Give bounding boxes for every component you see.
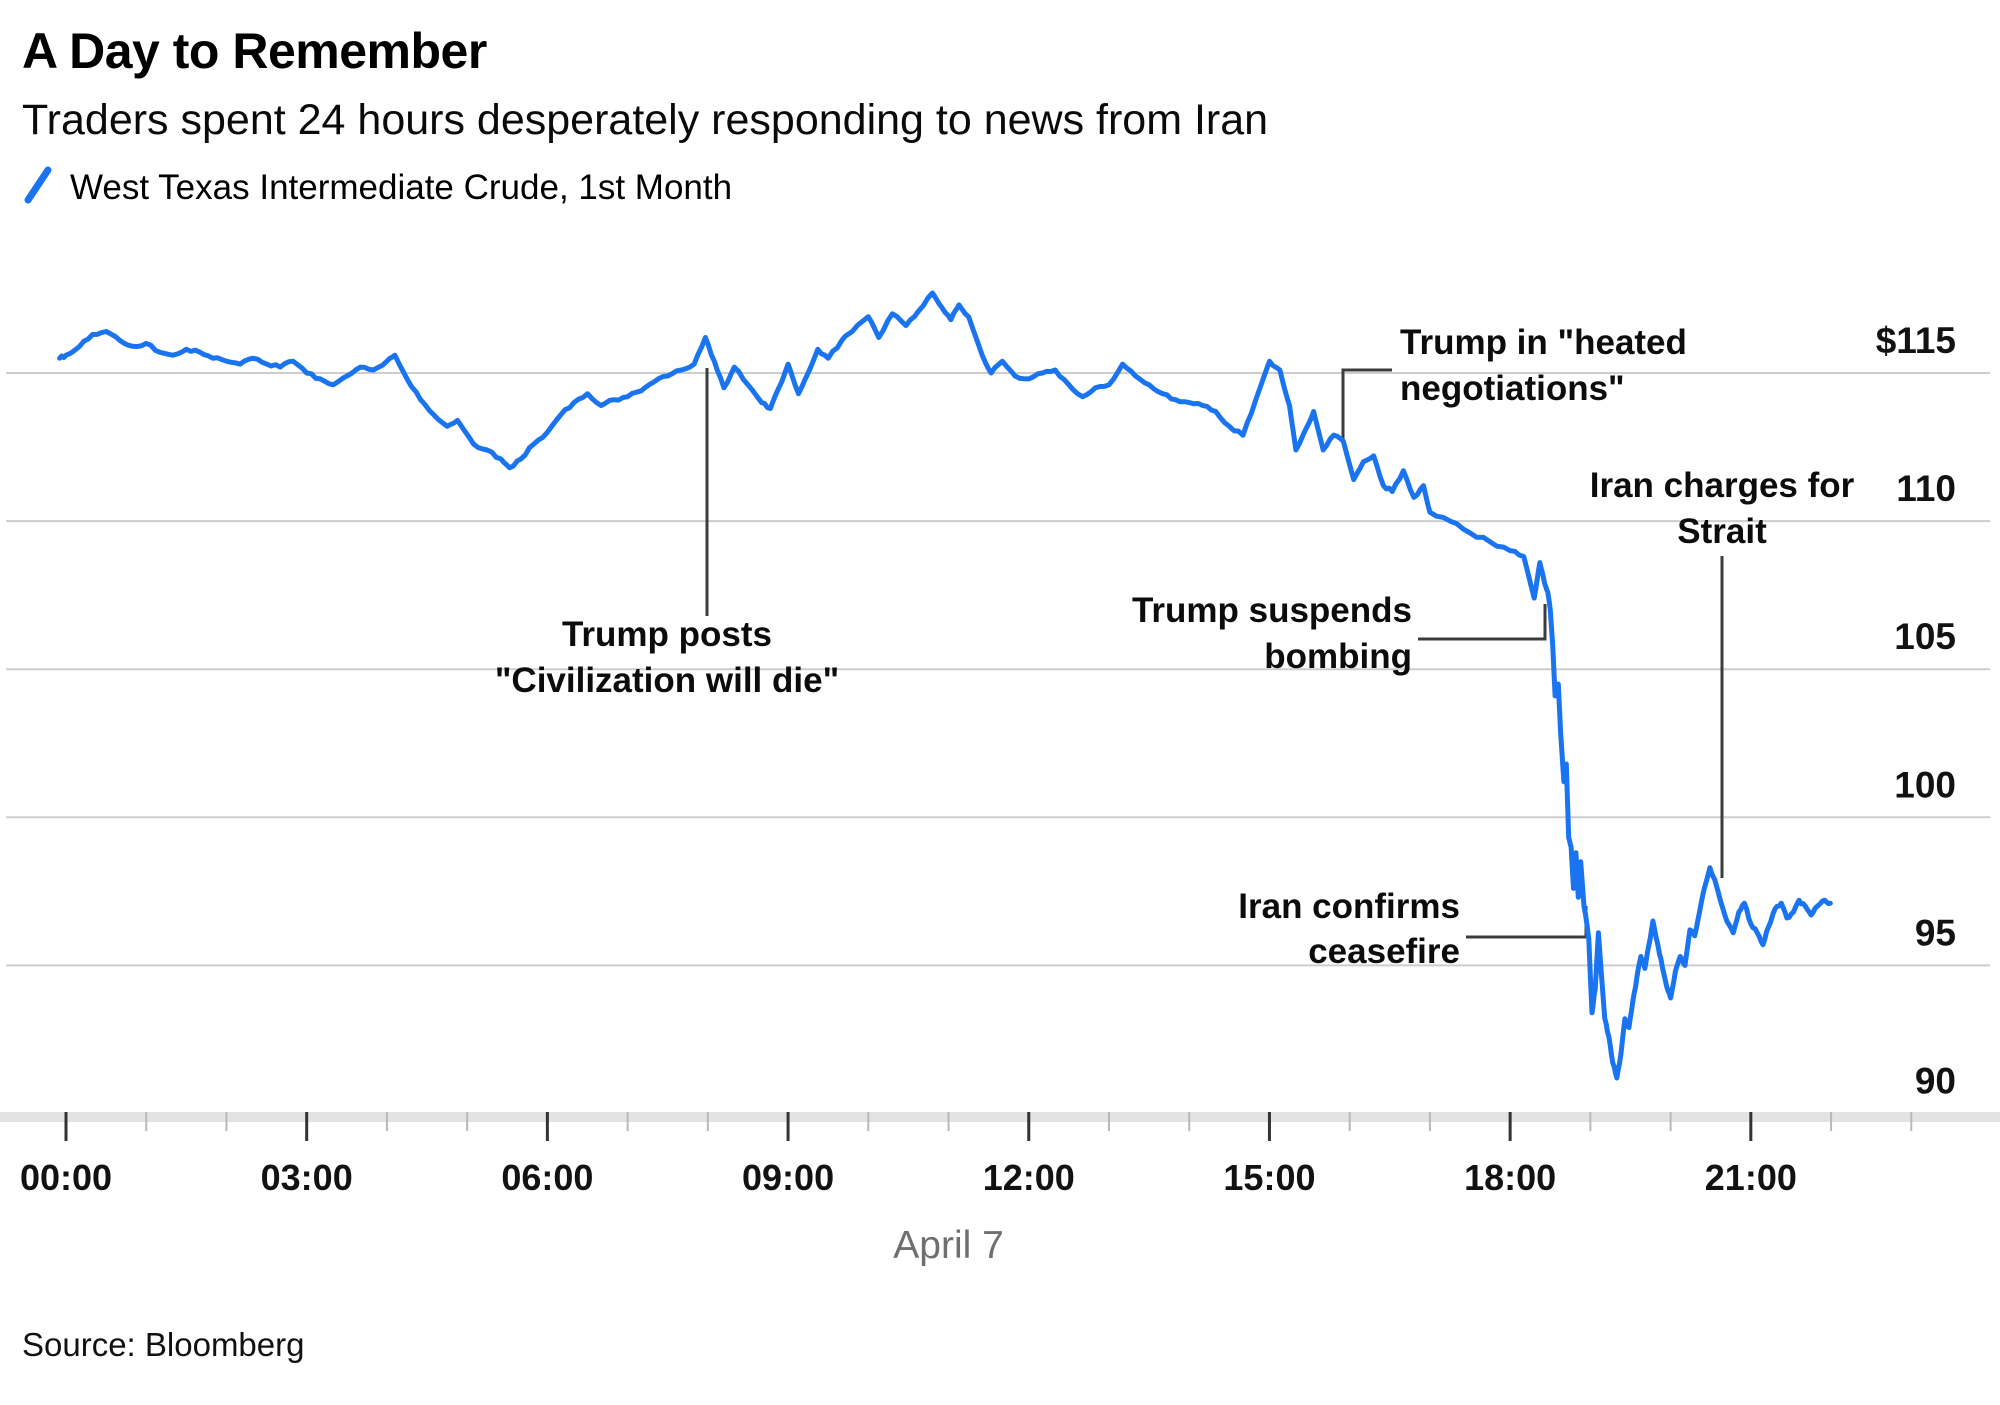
x-axis-title: April 7 [893, 1224, 1004, 1267]
annotation-connectors [705, 368, 1724, 939]
annotation-labels: Trump posts"Civilization will die"Trump … [495, 323, 1855, 971]
annotation-text-trump-posts-line1: Trump posts [562, 615, 772, 654]
annotation-text-suspends-bombing-line2: bombing [1264, 637, 1412, 676]
annotation-text-charges-strait-line1: Iran charges for [1590, 466, 1855, 505]
x-tick-label: 15:00 [1223, 1157, 1315, 1198]
y-tick-labels: $115 110 105 100 95 90 [1876, 320, 1956, 1102]
annotation-suspends-bombing: Trump suspends bombing [1132, 591, 1412, 676]
annotation-text-heated-negotiations-line2: negotiations" [1400, 369, 1625, 408]
x-tick-label: 21:00 [1705, 1157, 1797, 1198]
x-tick-label: 06:00 [501, 1157, 593, 1198]
annotation-text-charges-strait-line2: Strait [1677, 512, 1767, 551]
annotation-connector-suspends-bombing [1418, 604, 1547, 641]
annotation-text-heated-negotiations-line1: Trump in "heated [1400, 323, 1687, 362]
chart-legend: West Texas Intermediate Crude, 1st Month [22, 164, 732, 211]
x-tick-label: 00:00 [20, 1157, 112, 1198]
annotation-text-trump-posts-line2: "Civilization will die" [495, 661, 839, 700]
y-tick-label: 110 [1896, 468, 1956, 509]
x-tick-label: 03:00 [261, 1157, 353, 1198]
y-tick-label: 100 [1894, 764, 1956, 805]
price-line-series [57, 290, 1833, 1081]
y-tick-label: 90 [1915, 1061, 1956, 1102]
annotation-confirms-ceasefire: Iran confirms ceasefire [1238, 887, 1460, 971]
x-tick-label: 18:00 [1464, 1157, 1556, 1198]
y-gridlines [6, 372, 1990, 967]
legend-line-icon [22, 164, 54, 211]
y-tick-label: $115 [1876, 320, 1956, 361]
x-tick-label: 12:00 [983, 1157, 1075, 1198]
annotation-text-confirms-ceasefire-line2: ceasefire [1308, 932, 1460, 971]
legend-series-label: West Texas Intermediate Crude, 1st Month [70, 167, 733, 207]
source-label: Source: Bloomberg [22, 1326, 305, 1363]
annotation-text-suspends-bombing-line1: Trump suspends [1132, 591, 1412, 630]
x-axis-ticks [64, 1112, 1913, 1141]
page-title: A Day to Remember [22, 23, 487, 79]
x-tick-labels: 00:00 03:00 06:00 09:00 12:00 15:00 18:00 21:00 [20, 1157, 1797, 1198]
annotation-trump-posts: Trump posts "Civilization will die" [495, 615, 839, 700]
annotation-text-confirms-ceasefire-line1: Iran confirms [1238, 887, 1460, 926]
annotation-charges-strait: Iran charges for Strait [1590, 466, 1855, 551]
annotation-connector-confirms-ceasefire [1466, 906, 1588, 939]
x-tick-label: 09:00 [742, 1157, 834, 1198]
annotation-heated-negotiations: Trump in "heated negotiations" [1400, 323, 1687, 408]
annotation-connector-heated-negotiations [1341, 368, 1392, 442]
x-axis-band [0, 1112, 2000, 1122]
y-tick-label: 95 [1915, 912, 1956, 953]
y-tick-label: 105 [1894, 616, 1956, 657]
page-subtitle: Traders spent 24 hours desperately respo… [22, 96, 1269, 144]
